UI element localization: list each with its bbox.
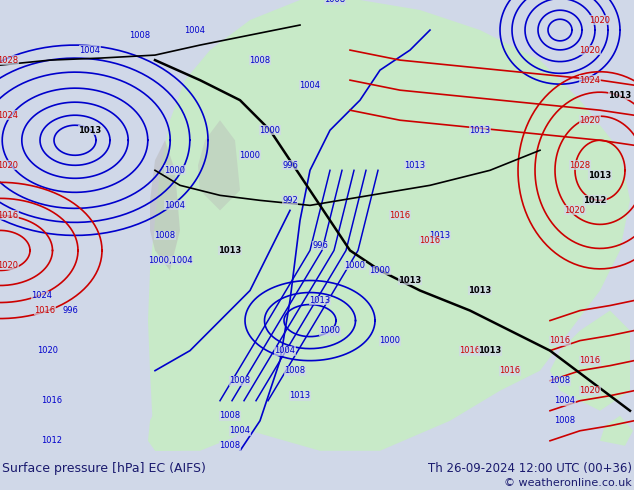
Text: 1000: 1000 [164, 166, 186, 175]
Text: 1004: 1004 [299, 81, 321, 90]
Text: 1016: 1016 [500, 366, 521, 375]
Text: 1016: 1016 [389, 211, 411, 220]
Text: 1013: 1013 [404, 161, 425, 170]
Polygon shape [600, 416, 633, 446]
Text: 1020: 1020 [579, 46, 600, 54]
Text: 992: 992 [282, 196, 298, 205]
Text: 1000: 1000 [320, 326, 340, 335]
Text: 1000: 1000 [344, 261, 365, 270]
Polygon shape [148, 0, 630, 451]
Text: 996: 996 [312, 241, 328, 250]
Text: Surface pressure [hPa] EC (AIFS): Surface pressure [hPa] EC (AIFS) [2, 463, 206, 475]
Text: 1016: 1016 [460, 346, 481, 355]
Text: 1028: 1028 [0, 55, 18, 65]
Text: 1013: 1013 [469, 286, 491, 295]
Bar [0, 451, 634, 490]
Text: 1012: 1012 [41, 436, 63, 445]
Text: 1008: 1008 [219, 411, 240, 420]
Text: 1000: 1000 [380, 336, 401, 345]
Text: 1013: 1013 [429, 231, 451, 240]
Text: 1004: 1004 [275, 346, 295, 355]
Text: 1016: 1016 [420, 236, 441, 245]
Text: 1008: 1008 [249, 55, 271, 65]
Polygon shape [198, 120, 240, 210]
Text: 1016: 1016 [0, 211, 18, 220]
Polygon shape [550, 311, 630, 411]
Text: 1008: 1008 [129, 30, 150, 40]
Text: 1016: 1016 [550, 336, 571, 345]
Text: 996: 996 [62, 306, 78, 315]
Text: 1008: 1008 [230, 376, 250, 385]
Text: 1024: 1024 [579, 75, 600, 85]
Text: 1020: 1020 [0, 261, 18, 270]
Text: 1020: 1020 [579, 116, 600, 125]
Text: 1008: 1008 [550, 376, 571, 385]
Text: 1013: 1013 [469, 126, 491, 135]
Text: 1000: 1000 [240, 151, 261, 160]
Text: 1008: 1008 [285, 366, 306, 375]
Text: 1004: 1004 [79, 46, 101, 54]
Text: © weatheronline.co.uk: © weatheronline.co.uk [504, 478, 632, 488]
Text: 1013: 1013 [609, 91, 631, 99]
Text: 1000: 1000 [370, 266, 391, 275]
Text: 1016: 1016 [34, 306, 56, 315]
Text: 1008: 1008 [325, 0, 346, 4]
Polygon shape [148, 370, 220, 451]
Text: 1020: 1020 [590, 16, 611, 24]
Text: Th 26-09-2024 12:00 UTC (00+36): Th 26-09-2024 12:00 UTC (00+36) [428, 463, 632, 475]
Text: 1004: 1004 [184, 25, 205, 35]
Text: 1028: 1028 [569, 161, 590, 170]
Text: 1016: 1016 [41, 396, 63, 405]
Text: 1000,1004: 1000,1004 [148, 256, 192, 265]
Text: 1024: 1024 [0, 111, 18, 120]
Text: 1012: 1012 [583, 196, 607, 205]
Text: 1020: 1020 [37, 346, 58, 355]
Text: 1016: 1016 [579, 356, 600, 365]
Text: 1013: 1013 [218, 246, 242, 255]
Text: 1008: 1008 [219, 441, 240, 450]
Text: 1013: 1013 [588, 171, 612, 180]
Text: 1004: 1004 [555, 396, 576, 405]
Text: 1013: 1013 [398, 276, 422, 285]
Text: 1008: 1008 [555, 416, 576, 425]
Text: 1013: 1013 [290, 391, 311, 400]
Text: 1013: 1013 [309, 296, 330, 305]
Text: 1013: 1013 [79, 126, 101, 135]
Text: 1000: 1000 [259, 126, 280, 135]
Text: 996: 996 [282, 161, 298, 170]
Text: 1013: 1013 [479, 346, 501, 355]
Text: 1008: 1008 [155, 231, 176, 240]
Text: 1004: 1004 [164, 201, 186, 210]
Text: 1004: 1004 [230, 426, 250, 435]
Text: 1020: 1020 [0, 161, 18, 170]
Text: 1024: 1024 [32, 291, 53, 300]
Polygon shape [150, 140, 180, 270]
Text: 1020: 1020 [579, 386, 600, 395]
Text: 1020: 1020 [564, 206, 586, 215]
